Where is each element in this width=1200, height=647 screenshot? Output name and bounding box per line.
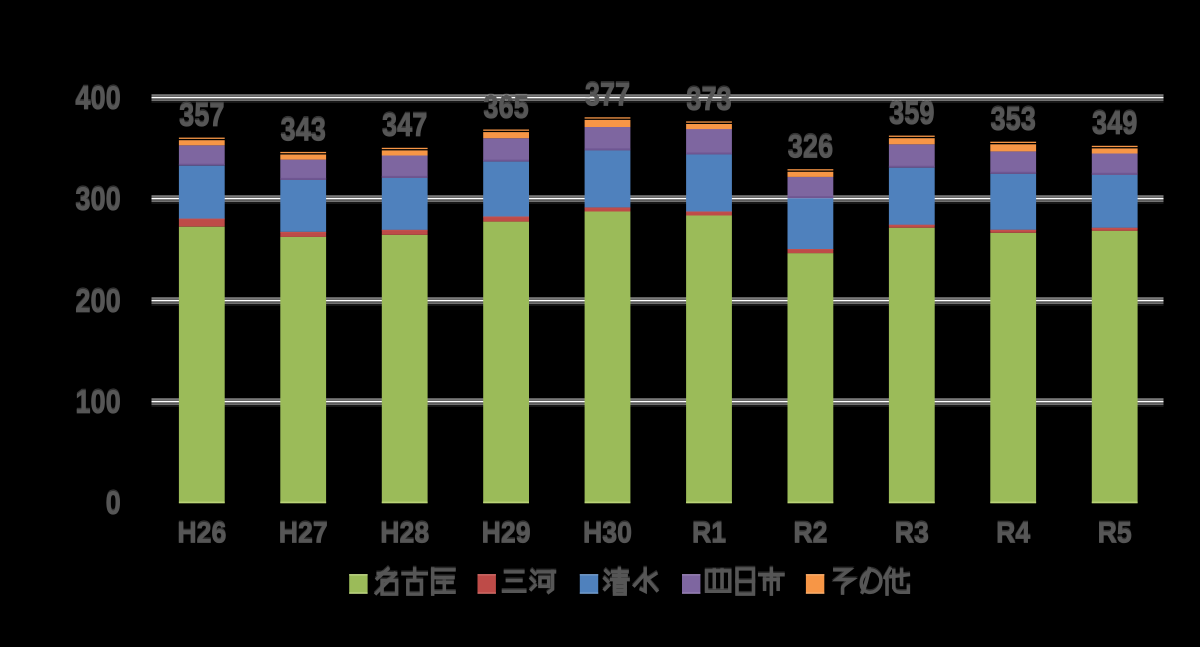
svg-text:359: 359 [889, 96, 934, 132]
svg-text:H26: H26 [177, 516, 226, 548]
svg-text:300: 300 [75, 182, 120, 218]
svg-text:353: 353 [991, 101, 1036, 137]
svg-text:349: 349 [1092, 106, 1137, 142]
svg-text:H28: H28 [380, 516, 429, 548]
svg-text:353: 353 [991, 102, 1036, 138]
svg-text:300: 300 [75, 180, 120, 216]
svg-text:H27: H27 [279, 515, 328, 547]
svg-text:H28: H28 [380, 515, 429, 547]
svg-text:377: 377 [585, 78, 630, 114]
svg-text:100: 100 [75, 385, 120, 421]
svg-text:365: 365 [483, 90, 528, 126]
svg-text:200: 200 [75, 282, 120, 318]
svg-text:400: 400 [75, 81, 120, 117]
svg-text:R5: R5 [1098, 515, 1132, 547]
svg-text:H29: H29 [482, 515, 531, 547]
svg-text:0: 0 [106, 486, 121, 522]
svg-text:357: 357 [179, 96, 224, 132]
svg-text:347: 347 [382, 107, 427, 143]
svg-text:359: 359 [889, 94, 934, 130]
svg-text:R1: R1 [692, 516, 726, 548]
svg-text:R5: R5 [1098, 516, 1132, 548]
svg-text:343: 343 [281, 111, 326, 147]
svg-text:H27: H27 [279, 516, 328, 548]
svg-text:373: 373 [686, 82, 731, 118]
svg-text:343: 343 [281, 112, 326, 148]
svg-text:H30: H30 [583, 516, 632, 548]
svg-text:373: 373 [686, 80, 731, 116]
svg-text:0: 0 [106, 485, 121, 521]
svg-text:R3: R3 [895, 515, 929, 547]
svg-text:357: 357 [179, 98, 224, 134]
svg-text:H26: H26 [177, 515, 226, 547]
svg-text:R2: R2 [793, 516, 827, 548]
svg-text:377: 377 [585, 76, 630, 112]
svg-text:R2: R2 [793, 515, 827, 547]
svg-text:349: 349 [1092, 105, 1137, 141]
svg-text:200: 200 [75, 284, 120, 320]
svg-text:R1: R1 [692, 515, 726, 547]
svg-text:365: 365 [483, 88, 528, 124]
svg-text:H29: H29 [482, 516, 531, 548]
svg-text:326: 326 [788, 128, 833, 164]
svg-text:R3: R3 [895, 516, 929, 548]
svg-text:H30: H30 [583, 515, 632, 547]
svg-text:400: 400 [75, 79, 120, 115]
svg-text:326: 326 [788, 130, 833, 166]
svg-text:R4: R4 [996, 516, 1031, 548]
svg-text:347: 347 [382, 108, 427, 144]
svg-text:100: 100 [75, 383, 120, 419]
svg-text:R4: R4 [996, 515, 1031, 547]
